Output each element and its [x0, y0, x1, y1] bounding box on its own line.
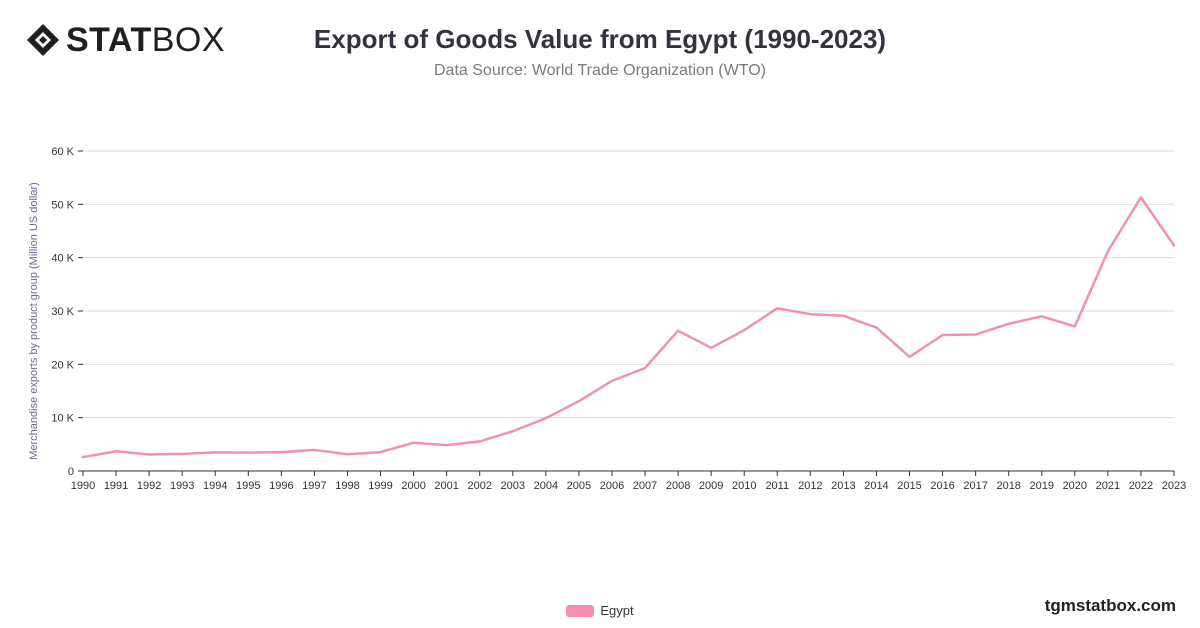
x-tick-label: 2013	[831, 480, 855, 492]
x-tick-label: 1992	[137, 480, 161, 492]
data-point[interactable]	[606, 375, 618, 387]
data-point[interactable]	[176, 448, 188, 460]
data-point[interactable]	[771, 302, 783, 314]
data-point[interactable]	[375, 446, 387, 458]
series-line-egypt	[81, 196, 1176, 459]
x-tick-label: 2021	[1096, 480, 1120, 492]
x-tick-label: 2012	[798, 480, 822, 492]
x-tick-label: 2017	[963, 480, 987, 492]
data-point[interactable]	[1135, 191, 1147, 203]
x-tick-label: 2020	[1063, 480, 1087, 492]
x-tick-label: 2019	[1030, 480, 1054, 492]
data-point[interactable]	[275, 446, 287, 458]
logo-light-text: BOX	[151, 21, 226, 59]
x-tick-label: 1991	[104, 480, 128, 492]
series-points	[77, 191, 1180, 463]
statbox-logo: STATBOX	[26, 22, 225, 58]
x-tick-label: 2023	[1162, 480, 1186, 492]
x-axis-ticks: 1990 1991 1992 1993 1994 1995 1996 1997 1998 1999…	[71, 471, 1186, 492]
data-point[interactable]	[308, 444, 320, 456]
data-point[interactable]	[1168, 239, 1180, 251]
data-point[interactable]	[738, 324, 750, 336]
data-point[interactable]	[970, 328, 982, 340]
x-tick-label: 1995	[236, 480, 260, 492]
x-tick-label: 1996	[269, 480, 293, 492]
chart-legend[interactable]: Egypt	[0, 603, 1200, 618]
y-tick-label: 30 K	[51, 306, 74, 318]
y-tick-label: 50 K	[51, 199, 74, 211]
y-tick-label: 10 K	[51, 413, 74, 425]
data-point[interactable]	[804, 308, 816, 320]
statbox-logo-icon	[27, 24, 59, 56]
data-point[interactable]	[474, 435, 486, 447]
logo-bold-text: STAT	[66, 21, 152, 59]
data-point[interactable]	[573, 395, 585, 407]
data-point[interactable]	[1003, 318, 1015, 330]
x-tick-label: 2002	[467, 480, 491, 492]
x-tick-label: 1999	[368, 480, 392, 492]
x-tick-label: 2018	[996, 480, 1020, 492]
chart-subtitle: Data Source: World Trade Organization (W…	[434, 62, 766, 79]
x-tick-label: 2011	[765, 480, 789, 492]
y-tick-label: 40 K	[51, 253, 74, 265]
x-tick-label: 2009	[699, 480, 723, 492]
x-tick-label: 2005	[567, 480, 591, 492]
x-tick-label: 2000	[401, 480, 425, 492]
data-point[interactable]	[143, 448, 155, 460]
data-point[interactable]	[209, 446, 221, 458]
grid-lines	[83, 150, 1174, 419]
legend-swatch-egypt	[566, 604, 595, 617]
data-point[interactable]	[672, 325, 684, 337]
data-point[interactable]	[870, 322, 882, 334]
x-tick-label: 2001	[434, 480, 458, 492]
x-tick-label: 2010	[732, 480, 756, 492]
data-point[interactable]	[110, 445, 122, 457]
data-point[interactable]	[77, 451, 89, 463]
chart-title: Export of Goods Value from Egypt (1990-2…	[313, 24, 887, 54]
x-tick-label: 2006	[600, 480, 624, 492]
y-axis-label: Merchandise exports by product group (Mi…	[28, 182, 40, 460]
x-tick-label: 2003	[501, 480, 525, 492]
data-point[interactable]	[1102, 245, 1114, 257]
data-point[interactable]	[408, 437, 420, 449]
data-point[interactable]	[341, 448, 353, 460]
data-point[interactable]	[937, 329, 949, 341]
data-point[interactable]	[242, 447, 254, 459]
x-tick-label: 2014	[864, 480, 888, 492]
x-tick-label: 2004	[534, 480, 558, 492]
data-point[interactable]	[1069, 320, 1081, 332]
x-tick-label: 1993	[170, 480, 194, 492]
x-tick-label: 1998	[335, 480, 359, 492]
x-tick-label: 2015	[897, 480, 921, 492]
data-point[interactable]	[1036, 310, 1048, 322]
y-tick-label: 60 K	[51, 146, 74, 158]
x-tick-label: 2008	[666, 480, 690, 492]
y-tick-label: 0	[68, 466, 74, 478]
y-axis-ticks: 0 10 K 20 K 30 K 40 K 50 K 60 K	[51, 146, 83, 478]
data-point[interactable]	[441, 439, 453, 451]
x-tick-label: 1994	[203, 480, 227, 492]
x-tick-label: 1997	[302, 480, 326, 492]
data-point[interactable]	[705, 342, 717, 354]
legend-label-egypt: Egypt	[600, 603, 634, 618]
x-tick-label: 1990	[71, 480, 95, 492]
x-tick-label: 2016	[930, 480, 954, 492]
data-point[interactable]	[639, 362, 651, 374]
x-tick-label: 2022	[1129, 480, 1153, 492]
data-point[interactable]	[540, 412, 552, 424]
x-tick-label: 2007	[633, 480, 657, 492]
data-point[interactable]	[837, 310, 849, 322]
data-point[interactable]	[507, 425, 519, 437]
data-point[interactable]	[904, 351, 916, 363]
watermark: tgmstatbox.com	[1044, 596, 1176, 615]
statbox-logo-text: STATBOX	[66, 22, 225, 58]
y-tick-label: 20 K	[51, 359, 74, 371]
